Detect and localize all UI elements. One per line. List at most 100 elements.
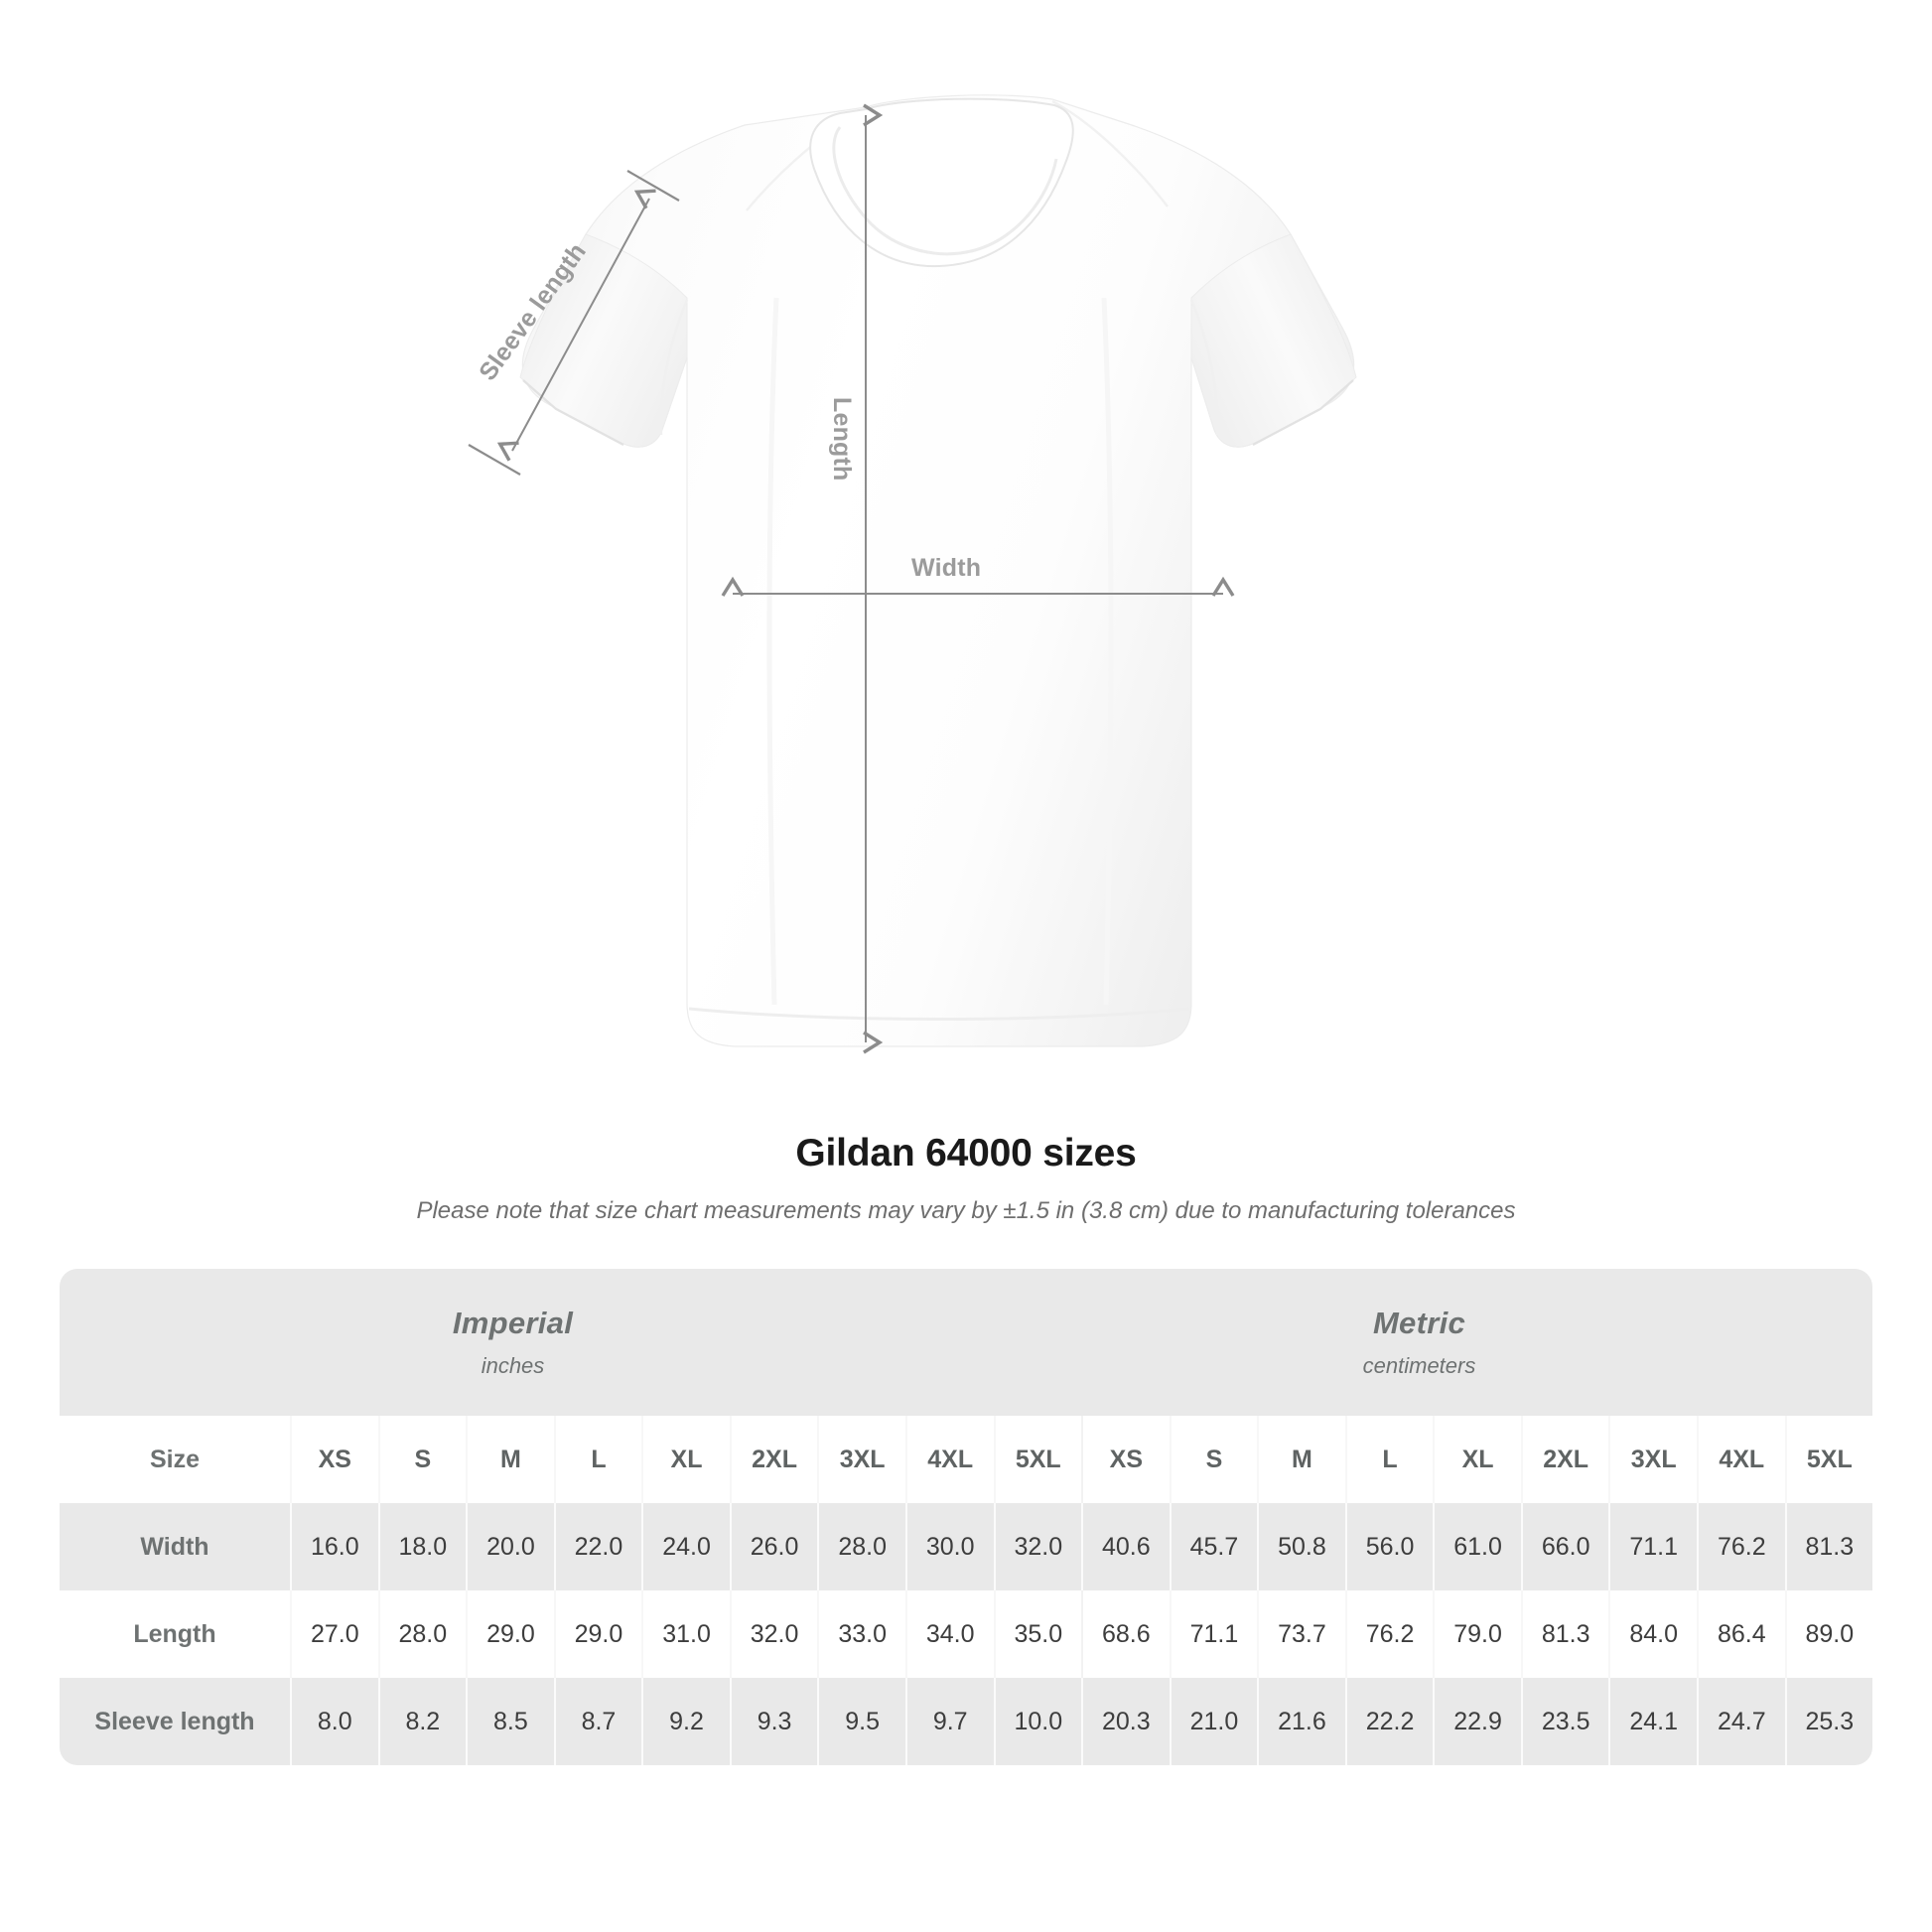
sleeve-measure-line (468, 170, 680, 476)
tolerance-note: Please note that size chart measurements… (416, 1197, 1516, 1224)
width-cell-6: 28.0 (817, 1503, 905, 1590)
size-col-5: 2XL (729, 1416, 818, 1503)
title-block: Gildan 64000 sizes Please note that size… (0, 1132, 1932, 1225)
table-row-length: Length 27.0 28.0 29.0 29.0 31.0 32.0 33.… (60, 1590, 1872, 1678)
width-cell-1: 18.0 (377, 1503, 467, 1590)
unit-system-header: Imperial inches Metric centimeters (60, 1269, 1872, 1416)
size-col-16: 4XL (1697, 1416, 1785, 1503)
size-chart-table: Imperial inches Metric centimeters Size … (60, 1269, 1872, 1765)
unit-metric-name: Metric (1372, 1306, 1466, 1340)
sleeve-cell-16: 24.7 (1697, 1678, 1785, 1765)
length-cell-7: 34.0 (904, 1590, 994, 1678)
size-col-12: L (1344, 1416, 1434, 1503)
unit-imperial-name: Imperial (452, 1306, 574, 1340)
tshirt-measurement-diagram: Sleeve length Length Width (468, 94, 1357, 1054)
length-cell-4: 31.0 (641, 1590, 730, 1678)
row-label-length: Length (133, 1619, 216, 1648)
tshirt-svg (468, 94, 1357, 1054)
size-col-8: 5XL (993, 1416, 1082, 1503)
length-cell-6: 33.0 (817, 1590, 905, 1678)
width-cell-10: 45.7 (1169, 1503, 1258, 1590)
unit-metric: Metric centimeters (966, 1269, 1872, 1416)
sleeve-cell-7: 9.7 (904, 1678, 994, 1765)
unit-imperial: Imperial inches (60, 1269, 966, 1416)
sleeve-cell-14: 23.5 (1520, 1678, 1609, 1765)
width-cell-4: 24.0 (641, 1503, 730, 1590)
size-col-1: S (377, 1416, 467, 1503)
table-row-width: Width 16.0 18.0 20.0 22.0 24.0 26.0 28.0… (60, 1503, 1872, 1590)
sleeve-cell-0: 8.0 (290, 1678, 378, 1765)
sleeve-cell-2: 8.5 (466, 1678, 554, 1765)
length-cell-15: 84.0 (1608, 1590, 1697, 1678)
width-cell-15: 71.1 (1608, 1503, 1697, 1590)
length-cell-12: 76.2 (1344, 1590, 1434, 1678)
unit-imperial-sub: inches (481, 1353, 545, 1378)
length-cell-1: 28.0 (377, 1590, 467, 1678)
width-cell-8: 32.0 (993, 1503, 1082, 1590)
size-col-2: M (466, 1416, 554, 1503)
sleeve-cell-9: 20.3 (1081, 1678, 1170, 1765)
width-cell-0: 16.0 (290, 1503, 378, 1590)
length-cell-14: 81.3 (1520, 1590, 1609, 1678)
sleeve-cell-8: 10.0 (993, 1678, 1082, 1765)
tshirt-body-shape (519, 94, 1357, 1047)
width-cell-2: 20.0 (466, 1503, 554, 1590)
table-row-size-header: Size XS S M L XL 2XL 3XL 4XL 5XL XS S M … (60, 1416, 1872, 1503)
length-cell-10: 71.1 (1169, 1590, 1258, 1678)
sleeve-cell-4: 9.2 (641, 1678, 730, 1765)
size-col-7: 4XL (904, 1416, 994, 1503)
size-col-0: XS (290, 1416, 378, 1503)
sleeve-cells: 8.0 8.2 8.5 8.7 9.2 9.3 9.5 9.7 10.0 20.… (290, 1678, 1872, 1765)
length-cell-9: 68.6 (1081, 1590, 1170, 1678)
width-cell-13: 61.0 (1433, 1503, 1521, 1590)
length-cell-11: 73.7 (1257, 1590, 1345, 1678)
width-cell-5: 26.0 (729, 1503, 818, 1590)
size-col-17: 5XL (1784, 1416, 1872, 1503)
size-col-14: 2XL (1520, 1416, 1609, 1503)
size-col-15: 3XL (1608, 1416, 1697, 1503)
row-label-sleeve-length: Sleeve length (94, 1707, 255, 1735)
length-cell-16: 86.4 (1697, 1590, 1785, 1678)
width-cell-9: 40.6 (1081, 1503, 1170, 1590)
sleeve-cell-6: 9.5 (817, 1678, 905, 1765)
length-cell-17: 89.0 (1784, 1590, 1872, 1678)
sleeve-cell-13: 22.9 (1433, 1678, 1521, 1765)
size-col-9: XS (1081, 1416, 1170, 1503)
sleeve-cell-15: 24.1 (1608, 1678, 1697, 1765)
row-label-width: Width (140, 1532, 209, 1561)
size-col-13: XL (1433, 1416, 1521, 1503)
size-col-3: L (553, 1416, 642, 1503)
width-label: Width (911, 554, 982, 582)
row-label-size: Size (149, 1445, 201, 1473)
page-title: Gildan 64000 sizes (795, 1132, 1137, 1174)
size-col-4: XL (641, 1416, 730, 1503)
size-col-11: M (1257, 1416, 1345, 1503)
length-cell-5: 32.0 (729, 1590, 818, 1678)
length-cell-3: 29.0 (553, 1590, 642, 1678)
length-cell-0: 27.0 (290, 1590, 378, 1678)
size-col-10: S (1169, 1416, 1258, 1503)
width-cell-12: 56.0 (1344, 1503, 1434, 1590)
sleeve-cell-11: 21.6 (1257, 1678, 1345, 1765)
size-col-6: 3XL (817, 1416, 905, 1503)
sleeve-cell-17: 25.3 (1784, 1678, 1872, 1765)
sleeve-cell-10: 21.0 (1169, 1678, 1258, 1765)
sleeve-cell-12: 22.2 (1344, 1678, 1434, 1765)
table-row-sleeve-length: Sleeve length 8.0 8.2 8.5 8.7 9.2 9.3 9.… (60, 1678, 1872, 1765)
width-cell-11: 50.8 (1257, 1503, 1345, 1590)
width-cell-17: 81.3 (1784, 1503, 1872, 1590)
width-cell-16: 76.2 (1697, 1503, 1785, 1590)
width-cell-7: 30.0 (904, 1503, 994, 1590)
unit-metric-sub: centimeters (1362, 1353, 1476, 1378)
length-cell-13: 79.0 (1433, 1590, 1521, 1678)
width-cells: 16.0 18.0 20.0 22.0 24.0 26.0 28.0 30.0 … (290, 1503, 1872, 1590)
width-cell-14: 66.0 (1520, 1503, 1609, 1590)
sleeve-cell-3: 8.7 (553, 1678, 642, 1765)
width-cell-3: 22.0 (553, 1503, 642, 1590)
size-header-cells: XS S M L XL 2XL 3XL 4XL 5XL XS S M L XL … (290, 1416, 1872, 1503)
sleeve-cell-1: 8.2 (377, 1678, 467, 1765)
sleeve-cell-5: 9.3 (729, 1678, 818, 1765)
length-cell-8: 35.0 (993, 1590, 1082, 1678)
length-label: Length (828, 397, 856, 482)
